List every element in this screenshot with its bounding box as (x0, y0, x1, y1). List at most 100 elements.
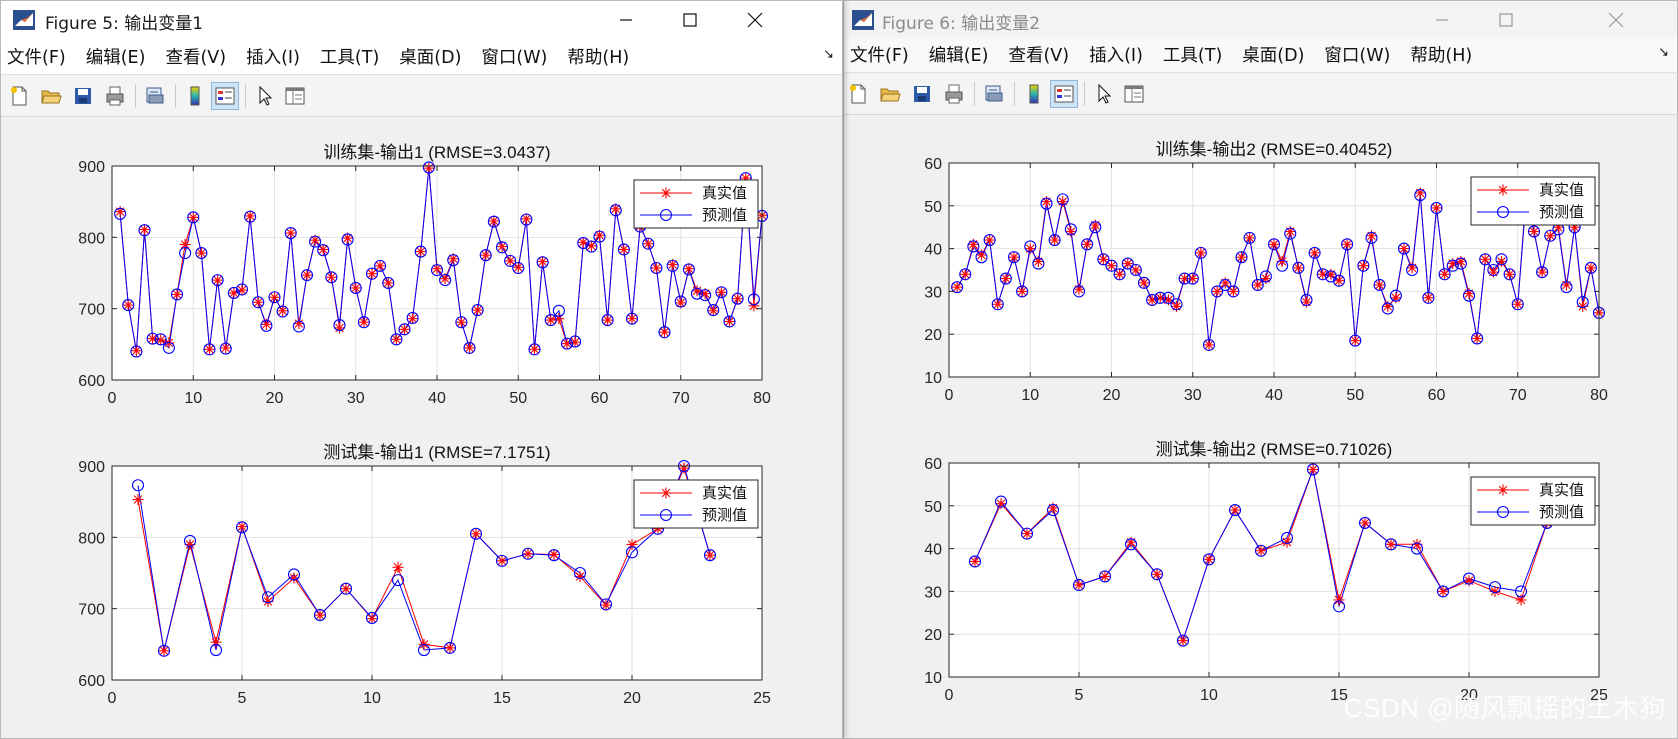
data-point-pred (138, 224, 151, 237)
minimize-button[interactable] (594, 1, 658, 39)
menu-desktop[interactable]: 桌面(D) (1242, 46, 1305, 66)
data-point-pred (1072, 578, 1086, 592)
legend-marker (659, 208, 673, 222)
data-point-pred (1194, 246, 1207, 259)
y-tick-label: 20 (924, 627, 942, 644)
data-point-pred (325, 271, 338, 284)
colorbar-icon[interactable] (1020, 80, 1048, 108)
data-point-pred (528, 343, 541, 356)
new-file-icon[interactable] (844, 80, 872, 108)
data-point-pred (1438, 268, 1451, 281)
data-point-pred (573, 566, 587, 580)
data-point-real (522, 548, 534, 560)
data-point-real (1252, 279, 1264, 291)
legend-icon[interactable] (211, 82, 239, 110)
y-tick-label: 800 (78, 530, 105, 547)
data-point-pred (1341, 238, 1354, 251)
menu-help[interactable]: 帮助(H) (567, 48, 630, 68)
maximize-button[interactable] (658, 1, 722, 39)
data-point-real (1227, 285, 1239, 297)
save-icon[interactable] (908, 80, 936, 108)
data-point-real (1114, 268, 1126, 280)
menu-insert[interactable]: 插入(I) (246, 48, 300, 68)
colorbar-icon[interactable] (181, 82, 209, 110)
axes-box (111, 465, 763, 681)
data-point-real (130, 345, 142, 357)
legend-label: 真实值 (1539, 481, 1584, 499)
menu-window[interactable]: 窗口(W) (481, 48, 548, 68)
menu-view[interactable]: 查看(V) (1008, 46, 1070, 66)
data-point-pred (1081, 238, 1094, 251)
data-point-pred (287, 568, 301, 581)
data-point-real (1195, 247, 1207, 259)
menu-edit[interactable]: 编辑(E) (928, 46, 989, 66)
x-tick-label: 10 (363, 690, 381, 707)
property-editor-icon[interactable] (1120, 80, 1148, 108)
figure-area: 0 10 20 30 40 50 60 70 80 10 20 30 40 50 60 训练集-输出2 (RM… (844, 115, 1677, 738)
close-icon (747, 12, 763, 28)
data-point-pred (1064, 223, 1077, 236)
menu-overflow-icon[interactable]: ↘ (1658, 45, 1669, 60)
menu-desktop[interactable]: 桌面(D) (399, 48, 462, 68)
maximize-button[interactable] (1474, 1, 1538, 39)
print-icon[interactable] (940, 80, 968, 108)
data-point-pred (203, 343, 216, 356)
data-point-pred (333, 319, 346, 332)
menu-window[interactable]: 窗口(W) (1324, 46, 1391, 66)
pointer-icon[interactable] (1090, 80, 1118, 108)
menu-edit[interactable]: 编辑(E) (85, 48, 146, 68)
data-point-pred (162, 341, 175, 354)
data-point-real (512, 261, 524, 273)
open-folder-icon[interactable] (37, 82, 65, 110)
data-point-real (1203, 339, 1215, 351)
menu-tools[interactable]: 工具(T) (1162, 46, 1223, 66)
minimize-button[interactable] (1410, 1, 1474, 39)
x-tick-label: 0 (945, 387, 954, 404)
x-tick-label: 80 (1590, 387, 1608, 404)
menu-tools[interactable]: 工具(T) (319, 48, 380, 68)
print-icon[interactable] (101, 82, 129, 110)
data-point-real (984, 234, 996, 246)
close-button[interactable] (1584, 1, 1648, 39)
data-point-pred (682, 263, 695, 276)
x-tick-label: 5 (1075, 687, 1084, 704)
menu-help[interactable]: 帮助(H) (1410, 46, 1473, 66)
title-bar[interactable]: Figure 6: 输出变量2 (844, 1, 1677, 39)
data-point-pred (227, 286, 240, 300)
data-point-real (1422, 292, 1434, 304)
menu-insert[interactable]: 插入(I) (1089, 46, 1143, 66)
y-tick-label: 600 (78, 673, 105, 690)
close-button[interactable] (723, 1, 787, 39)
pointer-icon[interactable] (251, 82, 279, 110)
menu-overflow-icon[interactable]: ↘ (823, 47, 834, 62)
property-editor-icon[interactable] (281, 82, 309, 110)
data-point-pred (235, 283, 249, 296)
menu-file[interactable]: 文件(F) (850, 46, 909, 66)
menu-view[interactable]: 查看(V) (165, 48, 227, 68)
data-point-pred (365, 611, 379, 624)
x-tick-label: 0 (108, 390, 117, 407)
print-preview-icon[interactable] (141, 82, 169, 110)
window-title: Figure 5: 输出变量1 (45, 14, 204, 34)
data-point-real (1049, 234, 1061, 246)
new-file-icon[interactable] (5, 82, 33, 110)
legend-icon[interactable] (1050, 80, 1078, 108)
data-point-pred (1495, 253, 1508, 266)
x-tick-label: 80 (753, 390, 771, 407)
data-point-pred (1446, 259, 1459, 272)
data-point-pred (1462, 289, 1476, 302)
title-bar[interactable]: Figure 5: 输出变量1 (1, 1, 842, 39)
y-tick-label: 600 (78, 373, 105, 390)
x-tick-label: 40 (428, 390, 446, 407)
data-point-pred (122, 299, 135, 312)
data-point-pred (341, 233, 354, 246)
open-folder-icon[interactable] (876, 80, 904, 108)
x-tick-label: 60 (591, 390, 609, 407)
data-point-pred (999, 272, 1012, 285)
save-icon[interactable] (69, 82, 97, 110)
print-preview-icon[interactable] (980, 80, 1008, 108)
data-point-pred (951, 281, 964, 294)
menu-file[interactable]: 文件(F) (7, 48, 66, 68)
data-point-real (1097, 253, 1109, 265)
